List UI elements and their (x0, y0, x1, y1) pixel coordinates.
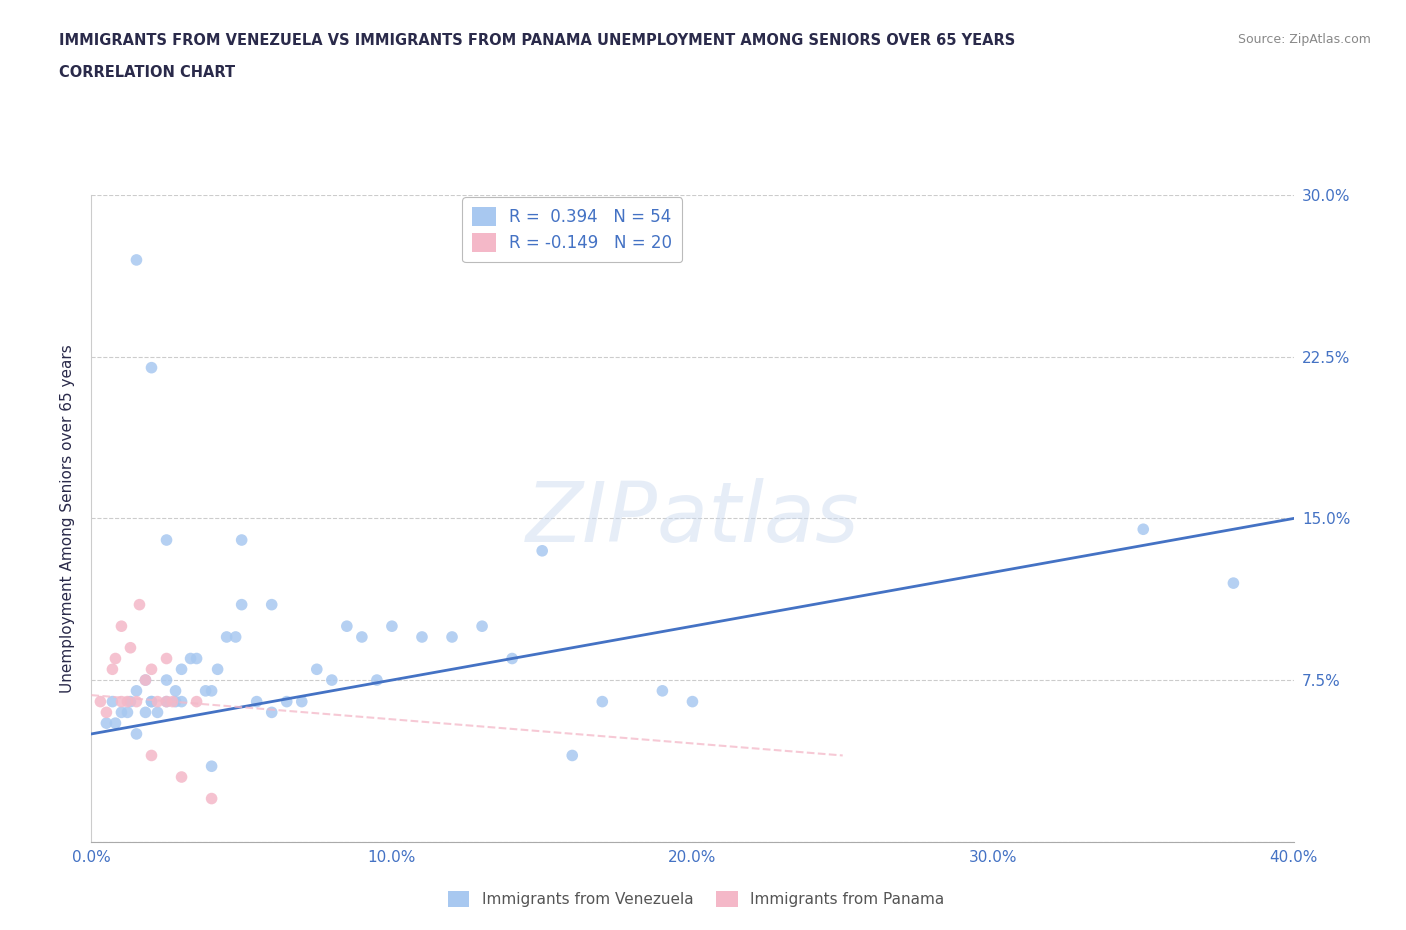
Point (291, 694, 314, 709)
Point (246, 694, 269, 709)
Point (96, 705, 118, 720)
Point (471, 618, 494, 633)
Point (162, 694, 184, 709)
Text: IMMIGRANTS FROM VENEZUELA VS IMMIGRANTS FROM PANAMA UNEMPLOYMENT AMONG SENIORS O: IMMIGRANTS FROM VENEZUELA VS IMMIGRANTS … (59, 33, 1015, 47)
Text: Source: ZipAtlas.com: Source: ZipAtlas.com (1237, 33, 1371, 46)
Point (165, 684, 187, 698)
Point (561, 748, 583, 763)
Point (165, 694, 187, 709)
Legend: R =  0.394   N = 54, R = -0.149   N = 20: R = 0.394 N = 54, R = -0.149 N = 20 (463, 197, 682, 262)
Point (128, 597, 150, 612)
Point (134, 672, 156, 687)
Point (134, 672, 156, 687)
Point (141, 662, 163, 677)
Point (120, 694, 142, 709)
Point (260, 597, 283, 612)
Point (155, 533, 177, 548)
Point (411, 630, 433, 644)
Point (125, 694, 148, 709)
Point (231, 597, 253, 612)
Point (170, 694, 193, 709)
Point (89, 694, 111, 709)
Point (201, 759, 224, 774)
Point (170, 770, 193, 785)
Point (110, 694, 132, 709)
Point (681, 694, 703, 709)
Point (125, 684, 148, 698)
Point (186, 694, 208, 709)
Point (117, 705, 139, 720)
Text: CORRELATION CHART: CORRELATION CHART (59, 65, 235, 80)
Point (110, 705, 132, 720)
Point (155, 694, 177, 709)
Point (350, 630, 373, 644)
Point (260, 705, 283, 720)
Legend: Immigrants from Venezuela, Immigrants from Panama: Immigrants from Venezuela, Immigrants fr… (441, 884, 950, 913)
Point (141, 694, 163, 709)
Point (201, 791, 224, 806)
Point (141, 694, 163, 709)
Point (146, 694, 169, 709)
Point (155, 651, 177, 666)
Point (1222, 576, 1244, 591)
Point (141, 748, 163, 763)
Point (155, 672, 177, 687)
Point (531, 543, 554, 558)
Point (225, 630, 247, 644)
Text: ZIPatlas: ZIPatlas (526, 478, 859, 559)
Point (231, 533, 253, 548)
Point (186, 651, 208, 666)
Point (125, 253, 148, 268)
Point (207, 662, 229, 677)
Point (321, 672, 343, 687)
Point (125, 726, 148, 741)
Point (440, 630, 463, 644)
Point (591, 694, 613, 709)
Point (96, 716, 118, 731)
Point (336, 618, 359, 633)
Point (120, 641, 142, 656)
Point (201, 684, 224, 698)
Point (501, 651, 523, 666)
Point (305, 662, 328, 677)
Point (194, 684, 217, 698)
Point (117, 694, 139, 709)
Point (1132, 522, 1154, 537)
Point (104, 651, 127, 666)
Point (366, 672, 388, 687)
Point (215, 630, 238, 644)
Point (104, 716, 127, 731)
Point (155, 694, 177, 709)
Point (180, 651, 202, 666)
Point (134, 705, 156, 720)
Point (101, 662, 124, 677)
Point (101, 694, 124, 709)
Point (146, 705, 169, 720)
Point (381, 618, 404, 633)
Point (276, 694, 298, 709)
Point (110, 618, 132, 633)
Point (170, 662, 193, 677)
Point (651, 684, 673, 698)
Y-axis label: Unemployment Among Seniors over 65 years: Unemployment Among Seniors over 65 years (60, 344, 76, 693)
Point (141, 360, 163, 375)
